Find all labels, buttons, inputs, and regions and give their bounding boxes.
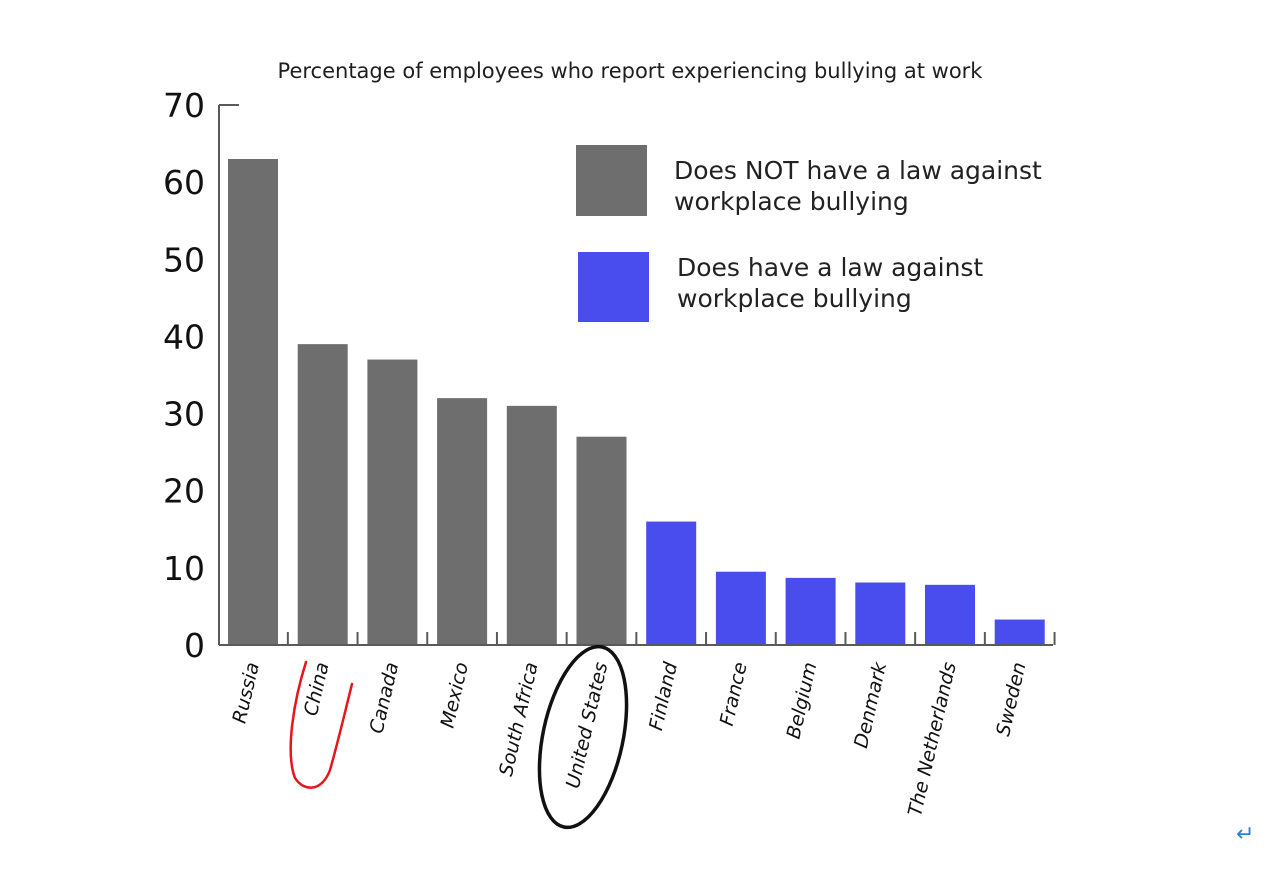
y-tick-label: 50 — [163, 240, 205, 279]
bar-russia — [228, 159, 278, 645]
legend-label-no-law-line2: workplace bullying — [674, 187, 909, 216]
y-tick-label: 60 — [163, 163, 205, 202]
y-tick-label: 20 — [163, 472, 205, 511]
x-tick-marks — [286, 632, 1056, 645]
bar-the-netherlands — [925, 584, 975, 645]
x-tick-label: United States — [562, 660, 612, 790]
x-tick-label: Belgium — [783, 660, 822, 741]
bar-canada — [367, 359, 418, 645]
bar-china — [297, 344, 348, 645]
bar-sweden — [994, 619, 1045, 645]
legend-label-no-law-line1: Does NOT have a law against — [674, 156, 1042, 185]
y-tick-label: 40 — [163, 317, 205, 356]
y-tick-labels: 0 10 20 30 40 50 60 70 — [163, 86, 205, 665]
bar-belgium — [785, 577, 836, 645]
china-handwritten-underline — [289, 660, 354, 789]
x-tick-label: Mexico — [437, 660, 473, 730]
bar-france — [715, 571, 766, 645]
bar-denmark — [855, 582, 906, 645]
x-tick-label: The Netherlands — [904, 660, 961, 818]
bar-south-africa — [506, 405, 557, 645]
x-tick-label: South Africa — [495, 660, 543, 778]
x-tick-label: Russia — [228, 660, 263, 725]
legend-swatch-no-law — [576, 145, 647, 216]
x-tick-labels: Russia China Canada Mexico South Africa Unite… — [228, 659, 1030, 818]
x-tick-label: France — [716, 660, 752, 728]
y-tick-label: 30 — [163, 395, 205, 434]
y-tick-label: 70 — [163, 86, 205, 125]
y-tick-label: 0 — [184, 626, 205, 665]
x-tick-label: Denmark — [850, 659, 891, 750]
x-tick-label: Finland — [645, 659, 682, 732]
return-arrow-icon: ↵ — [1236, 822, 1255, 847]
x-tick-label: Sweden — [992, 660, 1030, 738]
legend-swatch-law — [578, 252, 649, 322]
bar-finland — [646, 521, 697, 645]
x-tick-label: Canada — [366, 660, 404, 735]
y-axis — [218, 104, 239, 645]
bars — [228, 159, 1045, 645]
united-states-handwritten-ellipse — [537, 644, 629, 830]
chart-title: Percentage of employees who report exper… — [278, 59, 984, 83]
legend: Does NOT have a law against workplace bu… — [576, 145, 1042, 322]
legend-label-law-line1: Does have a law against — [677, 253, 983, 282]
bar-mexico — [437, 398, 488, 645]
legend-label-law-line2: workplace bullying — [677, 284, 912, 313]
bar-united-states — [576, 436, 627, 645]
y-tick-label: 10 — [163, 549, 205, 588]
